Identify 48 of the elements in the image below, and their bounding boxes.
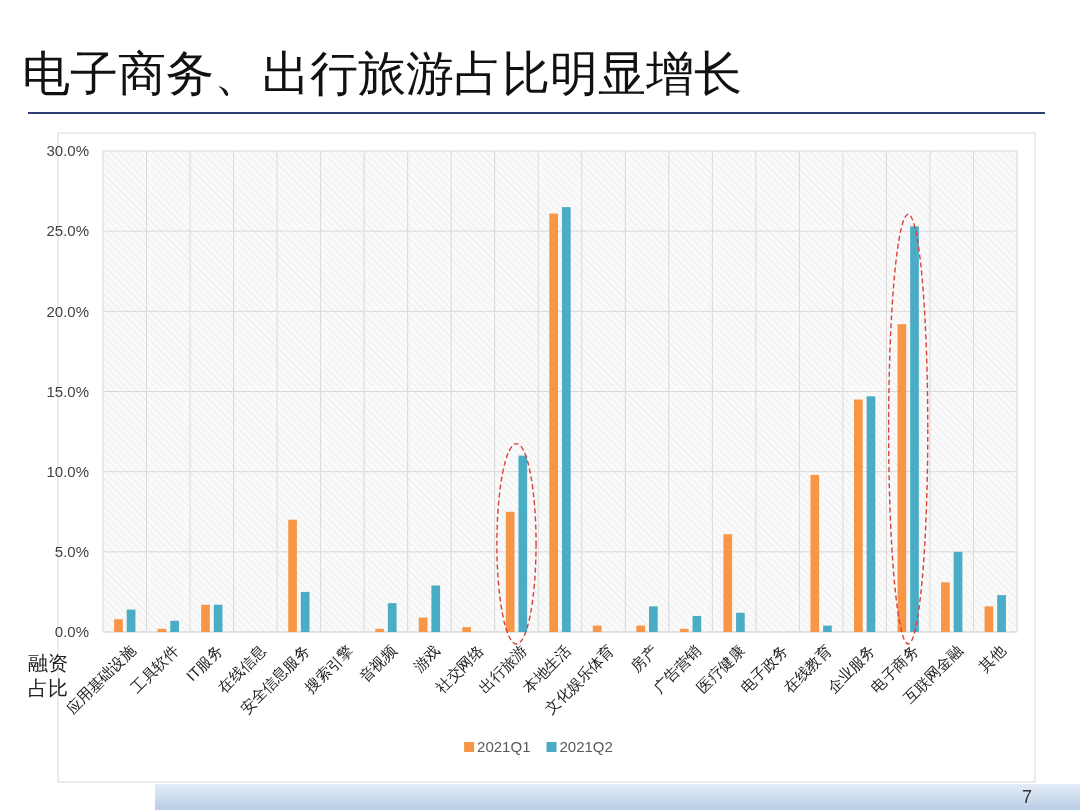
bar	[300, 591, 310, 632]
bar	[170, 620, 179, 632]
bar	[910, 226, 919, 632]
bar	[375, 628, 384, 632]
bar	[984, 606, 994, 632]
y-axis-title: 融资占比	[28, 652, 68, 699]
bar	[941, 582, 950, 632]
y-tick-label: 10.0%	[46, 462, 89, 480]
bar	[810, 474, 820, 632]
bar	[679, 628, 689, 632]
bar	[736, 612, 745, 632]
bar	[505, 511, 515, 632]
legend-label: 2021Q2	[559, 738, 613, 755]
legend-label: 2021Q1	[477, 738, 531, 755]
bar	[462, 627, 471, 632]
bar	[549, 213, 559, 632]
chart-title: 电子商务、出行旅游占比明显增长	[22, 47, 742, 100]
bar	[387, 603, 397, 632]
bar	[592, 625, 602, 632]
bar	[866, 396, 876, 632]
bar	[649, 606, 658, 632]
y-tick-label: 5.0%	[54, 543, 89, 561]
y-tick-label: 0.0%	[54, 623, 89, 641]
x-tick-label: 其他	[975, 641, 1009, 675]
y-tick-label: 30.0%	[46, 142, 89, 160]
bar	[953, 551, 963, 632]
bar	[213, 604, 223, 632]
bar	[823, 625, 832, 632]
x-tick-label: 房产	[627, 641, 661, 675]
bar	[854, 399, 863, 632]
x-tick-label: 游戏	[409, 641, 443, 675]
text: 7	[1021, 787, 1032, 807]
x-tick-label: 音视频	[355, 641, 400, 686]
y-tick-label: 20.0%	[46, 302, 89, 320]
bar	[114, 619, 123, 632]
bar	[126, 609, 136, 632]
bar	[561, 207, 571, 632]
bar	[897, 324, 907, 632]
y-tick-label: 15.0%	[46, 382, 89, 400]
bar	[997, 595, 1006, 632]
bar	[723, 534, 733, 632]
bar	[288, 519, 297, 632]
bar	[518, 455, 528, 632]
bar	[431, 585, 441, 632]
bar	[636, 625, 646, 632]
bar	[201, 604, 210, 632]
bar	[692, 615, 702, 632]
y-tick-label: 25.0%	[46, 222, 89, 240]
